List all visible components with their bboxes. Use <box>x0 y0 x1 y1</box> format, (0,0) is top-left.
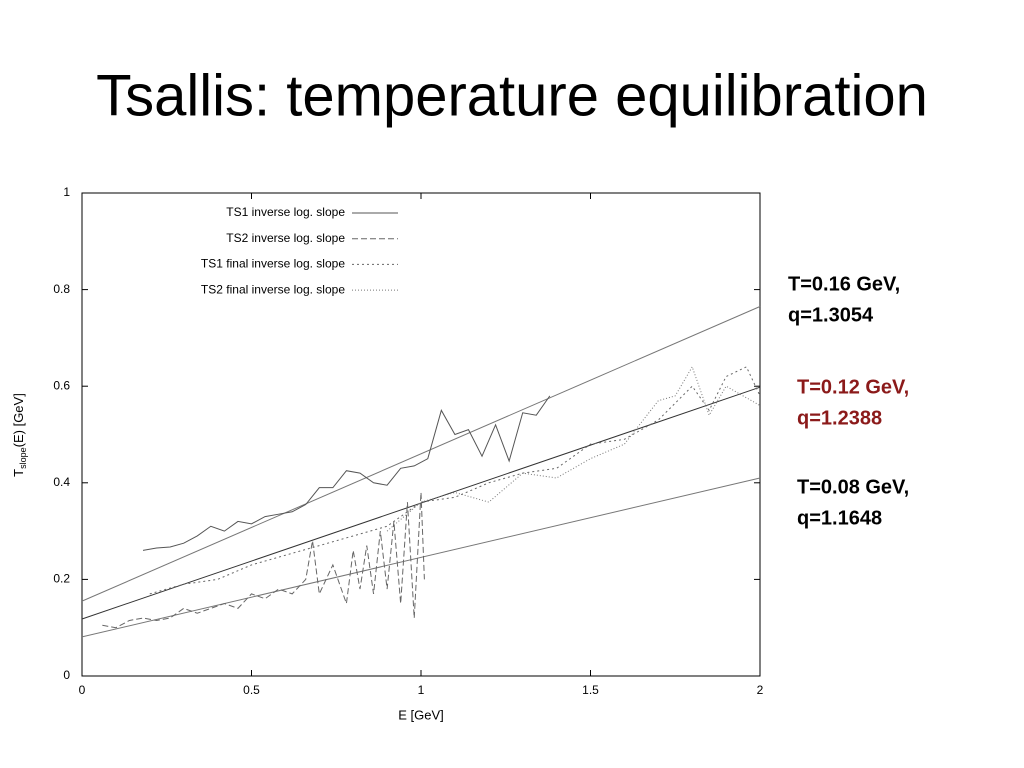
legend-label: TS2 inverse log. slope <box>226 231 345 245</box>
fit-line <box>81 306 761 602</box>
fit-annotation: T=0.08 GeV, <box>797 476 909 498</box>
legend-label: TS1 inverse log. slope <box>226 205 345 219</box>
fit-annotation: q=1.1648 <box>797 507 882 529</box>
y-axis-label-rest: (E) [GeV] <box>11 393 26 447</box>
x-tick-label: 0.5 <box>243 683 260 697</box>
plot-frame <box>81 192 761 677</box>
x-tick-label: 0 <box>79 683 86 697</box>
slide-title: Tsallis: temperature equilibration <box>96 63 928 128</box>
legend-label: TS2 final inverse log. slope <box>201 282 345 296</box>
x-tick-label: 1 <box>418 683 425 697</box>
y-axis-label: Tslope(E) [GeV] <box>11 393 28 477</box>
fit-annotation: T=0.12 GeV, <box>797 376 909 398</box>
legend-label: TS1 final inverse log. slope <box>201 257 345 271</box>
fit-line <box>81 477 761 638</box>
y-tick-label: 0.8 <box>53 282 70 296</box>
y-axis-label-sub: slope <box>18 447 28 469</box>
x-axis-label: E [GeV] <box>398 707 444 722</box>
series-line <box>102 492 425 629</box>
x-tick-label: 1.5 <box>582 683 599 697</box>
series-line <box>142 395 551 551</box>
x-tick-label: 2 <box>757 683 764 697</box>
y-tick-label: 0.4 <box>53 475 70 489</box>
series-line <box>386 365 761 532</box>
series-line <box>149 366 761 595</box>
y-tick-label: 0.2 <box>53 572 70 586</box>
fit-annotation: T=0.16 GeV, <box>788 273 900 295</box>
fit-annotation: q=1.2388 <box>797 407 882 429</box>
fit-annotation: q=1.3054 <box>788 304 874 326</box>
y-tick-label: 1 <box>63 185 70 199</box>
y-tick-label: 0 <box>63 668 70 682</box>
y-tick-label: 0.6 <box>53 378 70 392</box>
y-axis-label-main: T <box>11 469 26 477</box>
